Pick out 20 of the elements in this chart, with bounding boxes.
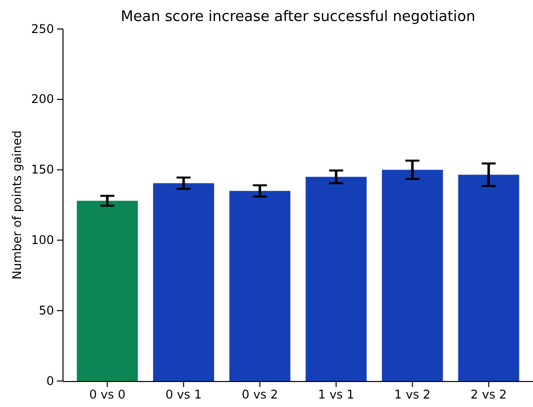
bar (76, 200, 138, 381)
x-tick-label: 0 vs 2 (242, 388, 278, 402)
bar (306, 176, 367, 381)
y-tick-label: 250 (31, 22, 54, 36)
bar (229, 190, 290, 381)
y-axis-title: Number of points gained (10, 130, 24, 280)
x-tick-label: 1 vs 2 (394, 388, 431, 402)
chart-title: Mean score increase after successful negotiation (120, 9, 476, 25)
x-tick-label: 1 vs 1 (318, 388, 354, 402)
y-tick-label: 200 (31, 92, 54, 106)
y-tick-label: 100 (31, 233, 54, 248)
bar (382, 170, 443, 381)
bar (153, 183, 214, 381)
x-tick-label: 0 vs 1 (165, 388, 202, 402)
y-tick-label: 50 (38, 303, 54, 318)
x-tick-label: 0 vs 0 (89, 388, 126, 402)
bar (458, 174, 520, 381)
y-tick-label: 150 (31, 162, 54, 177)
y-tick-label: 0 (46, 374, 54, 388)
x-tick-label: 2 vs 2 (470, 388, 507, 402)
